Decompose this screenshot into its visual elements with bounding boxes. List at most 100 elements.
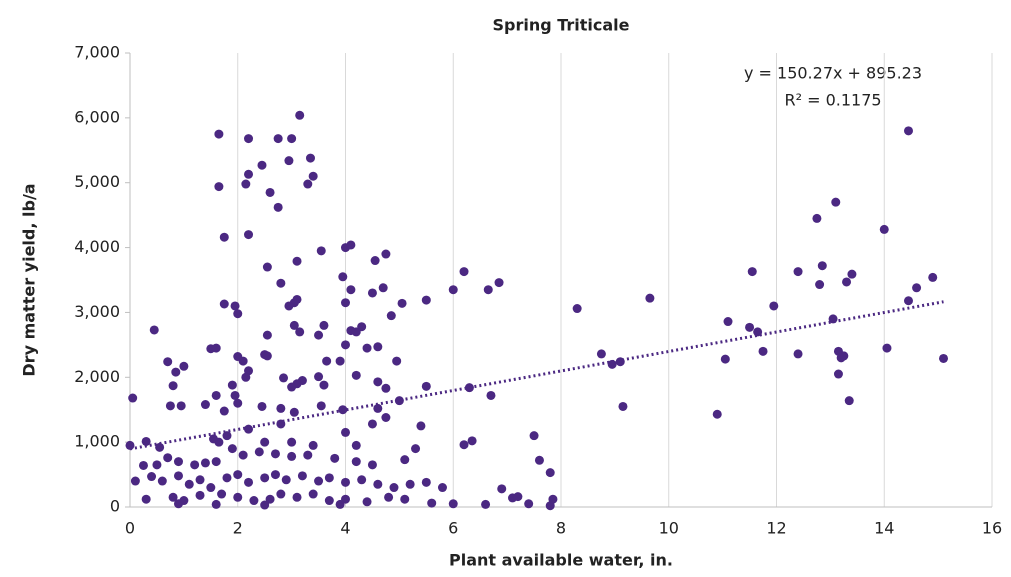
point [281, 475, 291, 485]
point [351, 327, 361, 337]
point [524, 499, 534, 509]
point [373, 479, 383, 489]
point [745, 322, 755, 332]
x-tick-label: 8 [556, 519, 566, 538]
point [381, 249, 391, 259]
point [338, 272, 348, 282]
point [720, 354, 730, 364]
point [262, 351, 272, 361]
point [817, 261, 827, 271]
point [227, 444, 237, 454]
point [305, 153, 315, 163]
point [249, 496, 259, 506]
point [214, 182, 224, 192]
point [341, 340, 350, 350]
point [287, 382, 297, 392]
point [411, 444, 421, 454]
point [265, 494, 275, 504]
point [351, 370, 361, 380]
point [125, 440, 135, 450]
y-axis-title: Dry matter yield, lb/a [20, 183, 39, 376]
point [769, 301, 779, 311]
point [273, 202, 283, 212]
point [939, 353, 949, 363]
point [270, 449, 280, 459]
point [464, 383, 474, 393]
point [184, 479, 194, 489]
point [168, 492, 178, 502]
point [233, 492, 243, 502]
y-tick-label: 2,000 [74, 367, 120, 386]
point [712, 409, 722, 419]
point [257, 401, 267, 411]
point [254, 447, 264, 457]
point [257, 160, 267, 170]
point [316, 401, 326, 411]
point [276, 403, 286, 413]
point [437, 483, 447, 493]
point [534, 455, 544, 465]
point [448, 285, 458, 295]
point [230, 301, 240, 311]
point [295, 110, 305, 120]
point [276, 278, 286, 288]
point [230, 390, 240, 400]
point [928, 272, 938, 282]
point [912, 283, 922, 293]
point [384, 492, 394, 502]
point [260, 437, 270, 447]
point [179, 361, 189, 371]
point [879, 224, 889, 234]
point [244, 134, 254, 144]
point [149, 325, 159, 335]
point [341, 427, 350, 437]
point [163, 453, 173, 463]
point [362, 497, 372, 507]
point [190, 460, 200, 470]
point [173, 499, 183, 509]
point [211, 457, 221, 467]
x-tick-label: 12 [766, 519, 786, 538]
point [486, 390, 496, 400]
point [287, 451, 297, 461]
point [351, 440, 361, 450]
point [793, 349, 803, 359]
point [545, 501, 555, 511]
point [346, 240, 356, 250]
point [903, 126, 913, 136]
point [467, 436, 477, 446]
point [645, 293, 655, 303]
point [141, 494, 151, 504]
x-tick-label: 14 [874, 519, 894, 538]
x-tick-label: 0 [125, 519, 135, 538]
point [287, 437, 297, 447]
point [238, 450, 248, 460]
point [529, 431, 539, 441]
point [303, 179, 313, 189]
point [316, 246, 326, 256]
point [233, 470, 243, 480]
point [839, 351, 849, 361]
point [233, 398, 243, 408]
y-tick-label: 1,000 [74, 432, 120, 451]
point [222, 431, 232, 441]
point [211, 390, 221, 400]
point [812, 213, 822, 223]
point [386, 311, 396, 321]
point [265, 187, 275, 197]
point [314, 330, 324, 340]
y-tick-label: 6,000 [74, 107, 120, 126]
point [260, 500, 270, 510]
point [416, 421, 426, 431]
point [400, 494, 410, 504]
point [481, 499, 491, 509]
point [392, 356, 402, 366]
point [284, 301, 294, 311]
point [367, 460, 377, 470]
point [219, 406, 229, 416]
point [233, 309, 243, 319]
point [335, 499, 345, 509]
point [421, 381, 431, 391]
point [262, 262, 272, 272]
point [319, 380, 329, 390]
